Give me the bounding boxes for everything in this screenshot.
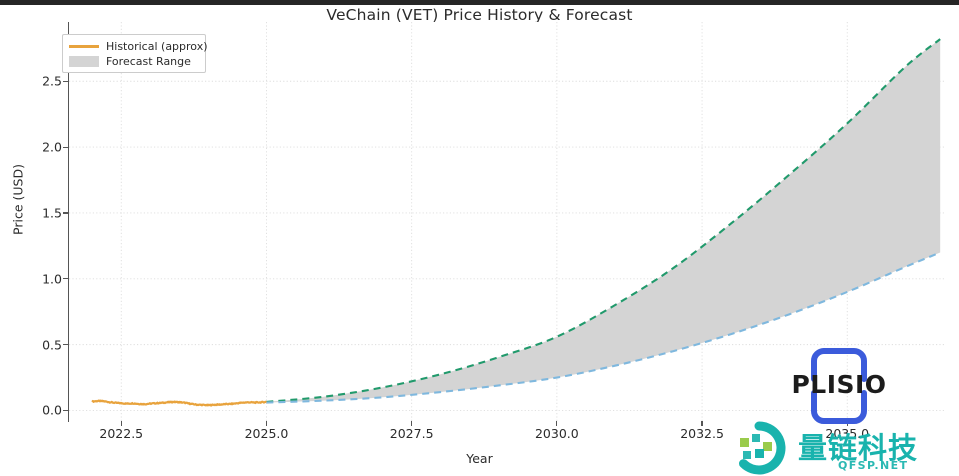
chart-title: VeChain (VET) Price History & Forecast (326, 6, 633, 24)
y-tick-mark (63, 278, 68, 280)
y-tick-mark (63, 146, 68, 148)
chart-legend[interactable]: Historical (approx) Forecast Range (62, 34, 208, 73)
top-border-strip (0, 0, 959, 5)
legend-item-forecast-range: Forecast Range (69, 54, 199, 69)
qfsp-chinese-wordmark: 量链科技 (798, 430, 919, 465)
y-axis-title: Price (USD) (10, 164, 26, 235)
plisio-bracket-icon (811, 348, 867, 424)
x-tick-mark (265, 421, 268, 426)
x-tick-mark (411, 421, 413, 426)
y-tick-mark (63, 80, 68, 82)
plisio-wordmark: PLISIO (791, 370, 887, 399)
x-tick-label: 2030.0 (534, 426, 579, 441)
legend-patch-swatch-icon (69, 56, 99, 67)
x-tick-mark (556, 421, 558, 426)
x-tick-label: 2025.0 (244, 426, 289, 441)
x-tick-label: 2022.5 (99, 426, 144, 441)
historical-price-line (91, 399, 267, 407)
qfsp-domain-text: QFSP.NET (838, 459, 909, 472)
y-tick-label: 1.5 (42, 205, 62, 221)
legend-label-forecast-range: Forecast Range (106, 55, 191, 68)
x-tick-label: 2027.5 (389, 426, 434, 441)
forecast-upper-line (266, 38, 941, 403)
y-tick-mark (63, 212, 68, 214)
y-tick-label: 2.5 (42, 73, 62, 89)
y-tick-label: 0.0 (42, 402, 62, 418)
forecast-lower-line (266, 251, 941, 404)
x-tick-mark (701, 421, 703, 426)
x-tick-label: 2032.5 (680, 426, 724, 441)
y-tick-mark (63, 409, 68, 412)
qfsp-watermark: 量链科技 QFSP.NET (726, 420, 959, 476)
y-axis-tick-labels: 0.0 0.5 1.0 1.5 2.0 2.5 (0, 0, 62, 476)
x-axis-title: Year (466, 451, 493, 466)
legend-item-historical: Historical (approx) (69, 39, 208, 54)
y-axis-spine (68, 22, 70, 422)
y-tick-mark (63, 344, 68, 346)
legend-line-swatch-icon (69, 45, 99, 48)
x-tick-mark (120, 421, 122, 426)
plot-area (69, 22, 946, 421)
y-tick-label: 0.5 (42, 337, 62, 353)
legend-label-historical: Historical (approx) (106, 40, 208, 53)
x-tick-label: 2035.0 (825, 426, 870, 441)
data-series-layer (91, 38, 941, 407)
y-tick-label: 1.0 (42, 271, 62, 287)
forecast-range-band (266, 39, 941, 403)
y-tick-label: 2.0 (42, 139, 62, 155)
qfsp-logo-icon (739, 421, 786, 475)
plisio-watermark: PLISIO (772, 347, 906, 425)
